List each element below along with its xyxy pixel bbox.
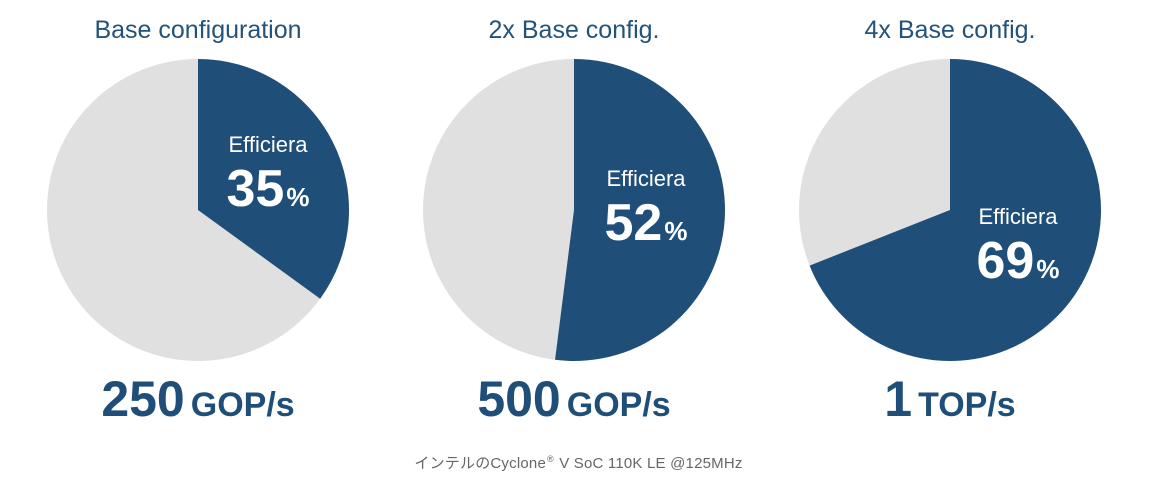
percent-sign: %	[1036, 254, 1059, 284]
efficiency-percentage: 35%	[227, 160, 310, 218]
efficiency-slice	[198, 59, 350, 299]
percent-sign: %	[664, 216, 687, 246]
pie-chart-1: Base configuration Efficiera 35% 250 GOP/s	[47, 16, 350, 427]
throughput-value: 250	[101, 371, 184, 427]
chart-title: 2x Base config.	[489, 16, 660, 44]
percentage-number: 52	[605, 194, 663, 252]
efficiency-slice	[809, 59, 1101, 361]
efficiency-slice	[555, 59, 725, 362]
percentage-number: 69	[977, 232, 1035, 290]
throughput-unit: TOP/s	[918, 386, 1016, 424]
footnote-prefix: インテルのCyclone	[414, 455, 546, 472]
throughput: 250 GOP/s	[101, 371, 294, 427]
pie-chart-2: 2x Base config. Efficiera 52% 500 GOP/s	[423, 16, 725, 427]
registered-mark: ®	[546, 454, 554, 464]
throughput-unit: GOP/s	[567, 386, 671, 424]
throughput: 1 TOP/s	[884, 371, 1015, 427]
percent-sign: %	[286, 182, 309, 212]
slice-label: Efficiera	[606, 166, 686, 191]
slice-label: Efficiera	[228, 132, 308, 157]
slice-label: Efficiera	[978, 204, 1058, 229]
footnote-suffix: V SoC 110K LE @125MHz	[554, 455, 743, 472]
throughput-value: 500	[477, 371, 560, 427]
efficiency-percentage: 69%	[977, 232, 1060, 290]
efficiency-percentage: 52%	[605, 194, 688, 252]
percentage-number: 35	[227, 160, 285, 218]
footnote: インテルのCyclone® V SoC 110K LE @125MHz	[0, 452, 1157, 473]
throughput-unit: GOP/s	[191, 386, 295, 424]
chart-title: 4x Base config.	[865, 16, 1036, 44]
throughput-value: 1	[884, 371, 912, 427]
pie-chart-3: 4x Base config. Efficiera 69% 1 TOP/s	[799, 16, 1101, 427]
throughput: 500 GOP/s	[477, 371, 670, 427]
chart-title: Base configuration	[94, 16, 301, 44]
